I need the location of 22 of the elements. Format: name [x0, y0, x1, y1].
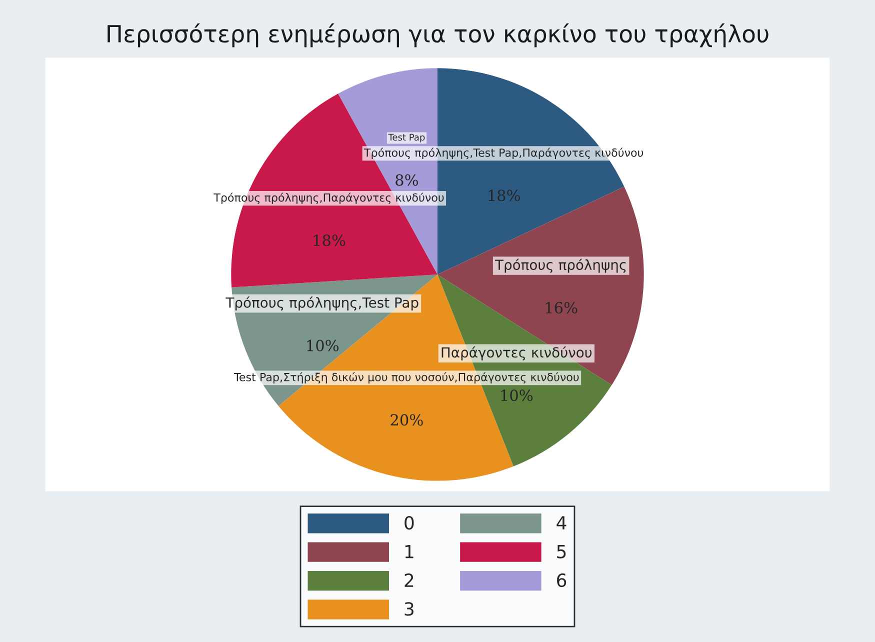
text: Τρόπους πρόληψης,Παράγοντες κινδύνου — [214, 192, 444, 204]
text: Test Pap,Στήριξη δικών μου που νοσούν,Παράγοντες κινδύνου — [234, 372, 579, 384]
legend-label: 3 — [404, 602, 414, 616]
text: Τρόπους πρόληψης,Test Pap — [226, 296, 418, 311]
data-label: 16% — [546, 302, 578, 314]
legend-label: 5 — [557, 544, 566, 558]
chart-title: Περισσότερη ενημέρωση για τον καρκίνο του τραχήλου — [108, 23, 768, 48]
legend-label: 4 — [556, 516, 566, 530]
legend-label: 1 — [405, 544, 414, 558]
text: Παράγοντες κινδύνου — [442, 346, 592, 360]
legend-label: 6 — [557, 573, 566, 588]
data-label: 18% — [488, 190, 520, 202]
text: Τρόπους πρόληψης,Test Pap,Παράγοντες κινδύνου — [364, 148, 644, 160]
data-label: 20% — [390, 414, 423, 426]
legend-label: 0 — [404, 516, 414, 530]
text: Test Pap — [388, 134, 425, 142]
legend-label: 2 — [404, 573, 414, 587]
data-label: 10% — [307, 340, 339, 352]
data-label: 10% — [501, 390, 533, 402]
data-label: 8% — [396, 174, 418, 186]
text: Τρόπους πρόληψης — [494, 258, 626, 273]
data-label: 18% — [314, 234, 346, 246]
